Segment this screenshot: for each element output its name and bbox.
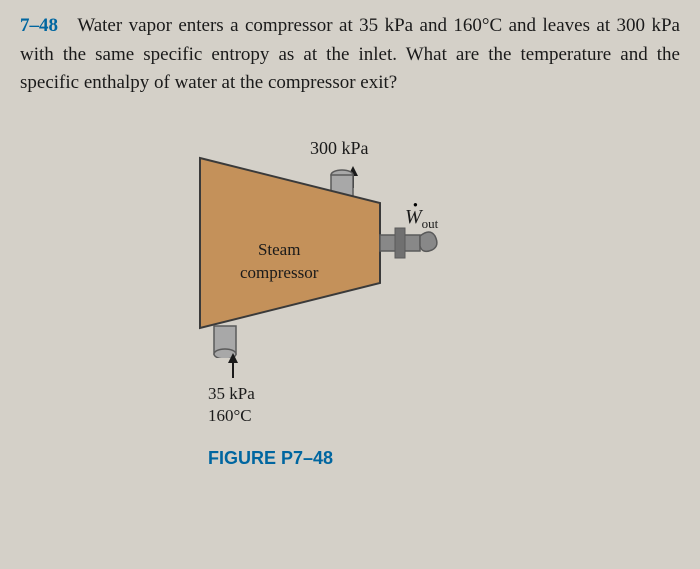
work-symbol: W <box>405 206 422 228</box>
work-subscript: out <box>422 216 439 231</box>
device-label: Steam compressor <box>240 238 318 286</box>
figure-caption: FIGURE P7–48 <box>208 448 333 469</box>
problem-statement: 7–48 Water vapor enters a compressor at … <box>20 12 680 98</box>
figure-container: 300 kPa ● Wout Steam compressor <box>20 128 680 488</box>
problem-body: Water vapor enters a compressor at 35 kP… <box>20 15 680 93</box>
inlet-temperature: 160°C <box>208 406 252 425</box>
inlet-arrow <box>225 353 241 383</box>
problem-number: 7–48 <box>20 15 58 36</box>
device-line2: compressor <box>240 263 318 282</box>
work-output-label: Wout <box>405 206 438 232</box>
device-line1: Steam <box>258 240 301 259</box>
inlet-conditions-label: 35 kPa 160°C <box>208 383 255 427</box>
inlet-pressure: 35 kPa <box>208 384 255 403</box>
